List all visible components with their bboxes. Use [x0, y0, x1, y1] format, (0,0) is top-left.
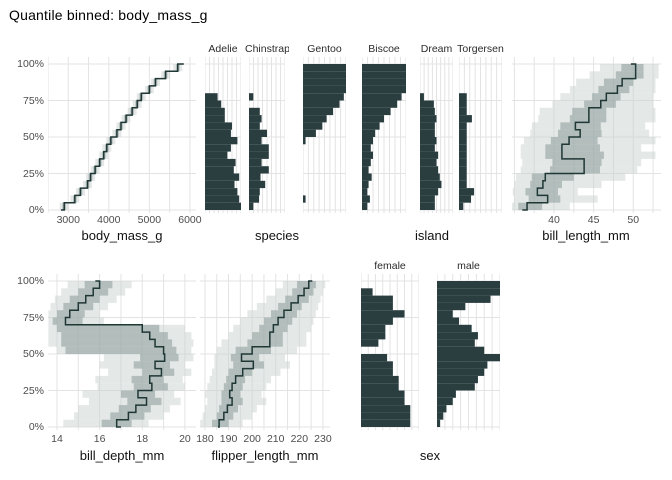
axis-title-sex: sex	[419, 448, 441, 463]
flipper_length_mm-panel	[200, 274, 330, 430]
column-header-Dream: Dream	[420, 43, 453, 55]
y-tick-label: 50%	[22, 131, 44, 143]
y-tick-label: 100%	[17, 275, 44, 287]
column-header-Adelie: Adelie	[208, 43, 238, 55]
x-tick-label: 16	[93, 433, 106, 445]
column-header-female: female	[374, 260, 406, 272]
x-tick-label: 180	[196, 433, 214, 445]
axis-title-island: island	[415, 228, 449, 243]
x-tick-label: 6000	[178, 214, 202, 226]
island-Dream-column	[420, 57, 453, 213]
x-tick-label: 4000	[97, 214, 121, 226]
y-tick-label: 25%	[22, 384, 44, 397]
sex-female-column	[361, 274, 419, 430]
y-tick-label: 75%	[22, 311, 44, 324]
island-Biscoe-column	[362, 57, 406, 213]
y-tick-label: 75%	[22, 94, 44, 107]
x-tick-label: 3000	[56, 214, 80, 226]
column-header-Torgersen: Torgersen	[457, 43, 504, 55]
y-tick-label: 100%	[17, 58, 44, 70]
x-tick-label: 40	[548, 214, 560, 226]
axis-title-bill_length_mm: bill_length_mm	[542, 228, 630, 243]
x-tick-label: 190	[219, 433, 238, 445]
axis-title-body_mass_g: body_mass_g	[81, 228, 163, 243]
x-tick-label: 18	[136, 433, 149, 445]
y-tick-label: 50%	[22, 348, 44, 360]
x-tick-label: 230	[314, 433, 332, 445]
y-tick-label: 25%	[22, 167, 44, 180]
sex-male-column	[437, 274, 500, 430]
body_mass_g-panel	[48, 57, 196, 213]
column-header-male: male	[457, 260, 480, 272]
x-tick-label: 45	[587, 214, 600, 226]
x-tick-label: 14	[51, 433, 63, 445]
x-tick-label: 220	[290, 433, 309, 445]
bill_length_mm-panel	[512, 57, 661, 213]
x-tick-label: 200	[243, 433, 261, 445]
x-tick-label: 20	[179, 433, 191, 445]
y-tick-label: 0%	[28, 204, 44, 216]
bill_depth_mm-panel	[48, 274, 196, 430]
column-header-Chinstrap: Chinstrap	[245, 43, 289, 55]
y-tick-label: 0%	[28, 421, 44, 433]
column-header-Biscoe: Biscoe	[368, 43, 400, 55]
axis-title-bill_depth_mm: bill_depth_mm	[79, 448, 165, 463]
island-Torgersen-column	[459, 57, 502, 213]
chart-title: Quantile binned: body_mass_g	[9, 7, 208, 23]
species-Gentoo-column	[303, 57, 346, 213]
column-header-Gentoo: Gentoo	[307, 43, 342, 55]
x-tick-label: 5000	[137, 214, 162, 226]
axis-title-species: species	[254, 228, 300, 243]
x-tick-label: 210	[266, 433, 285, 445]
x-tick-label: 50	[627, 214, 640, 226]
species-Chinstrap-column	[249, 57, 285, 213]
axis-title-flipper_length_mm: flipper_length_mm	[211, 448, 319, 463]
species-Adelie-column	[205, 57, 241, 213]
